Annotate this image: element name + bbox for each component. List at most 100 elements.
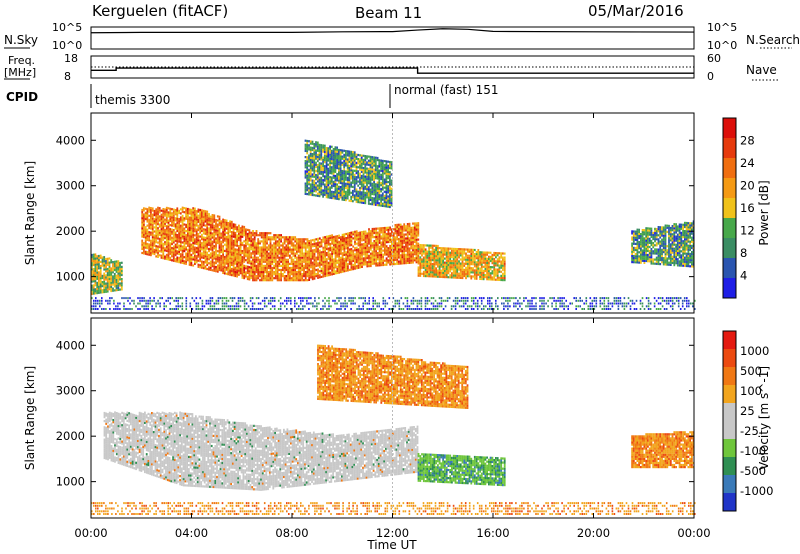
range-cell — [262, 232, 265, 235]
range-cell — [158, 219, 161, 222]
range-cell — [204, 253, 207, 256]
range-cell — [120, 269, 123, 273]
range-cell — [640, 243, 642, 246]
range-cell — [338, 261, 340, 264]
range-cell — [308, 179, 310, 182]
range-cell — [647, 260, 649, 263]
range-cell — [216, 219, 219, 222]
range-cell — [112, 265, 114, 268]
range-cell — [266, 264, 268, 267]
range-cell — [468, 262, 471, 266]
range-cell — [246, 257, 249, 260]
range-cell — [222, 239, 224, 242]
range-cell — [262, 238, 265, 241]
range-cell — [648, 241, 651, 244]
range-cell — [209, 248, 212, 251]
range-cell — [181, 210, 184, 213]
range-cell — [296, 250, 298, 253]
range-cell — [655, 248, 658, 251]
range-cell — [380, 231, 383, 234]
range-cell — [308, 270, 311, 273]
range-cell — [437, 253, 439, 256]
range-cell — [143, 215, 145, 218]
range-cell — [290, 250, 293, 253]
range-cell — [387, 226, 390, 229]
range-cell — [659, 234, 662, 237]
range-cell — [194, 215, 196, 218]
range-cell — [463, 250, 466, 253]
range-cell — [636, 259, 639, 262]
range-cell — [317, 270, 319, 273]
range-cell — [341, 252, 344, 255]
range-cell — [110, 285, 113, 288]
range-cell — [243, 234, 246, 237]
range-cell — [473, 269, 476, 272]
range-cell — [162, 234, 165, 237]
range-cell — [274, 238, 277, 241]
range-cell — [687, 244, 690, 247]
range-cell — [470, 275, 473, 278]
range-cell — [650, 248, 653, 251]
range-cell — [316, 180, 319, 183]
range-cell — [183, 235, 186, 238]
range-cell — [248, 274, 251, 277]
range-cell — [654, 236, 656, 239]
range-cell — [350, 250, 353, 253]
range-cell — [290, 266, 293, 270]
range-cell — [232, 239, 235, 242]
range-cell — [498, 268, 501, 271]
range-cell — [366, 265, 369, 268]
range-cell — [278, 268, 281, 272]
range-cell — [493, 260, 496, 263]
range-cell — [491, 258, 494, 261]
range-cell — [185, 242, 187, 245]
range-cell — [223, 272, 226, 275]
range-cell — [493, 268, 496, 271]
range-cell — [155, 247, 158, 250]
range-cell — [477, 261, 480, 264]
range-cell — [110, 273, 113, 276]
range-cell — [245, 230, 247, 233]
range-cell — [382, 263, 384, 267]
range-cell — [167, 237, 170, 241]
range-cell — [500, 266, 503, 269]
range-cell — [192, 235, 195, 238]
range-cell — [218, 252, 221, 255]
range-cell — [309, 148, 312, 151]
range-cell — [257, 248, 260, 251]
range-cell — [101, 256, 104, 259]
range-cell — [438, 257, 441, 260]
range-cell — [424, 250, 427, 253]
range-cell — [682, 258, 684, 261]
range-cell — [310, 260, 312, 263]
range-cell — [435, 261, 437, 264]
range-cell — [641, 255, 644, 258]
range-cell — [192, 219, 195, 222]
range-cell — [297, 260, 300, 263]
range-cell — [355, 242, 358, 245]
range-cell — [666, 251, 669, 254]
range-cell — [412, 251, 414, 254]
range-cell — [94, 280, 97, 283]
range-cell — [479, 269, 481, 272]
range-cell — [211, 222, 214, 225]
range-cell — [287, 252, 289, 255]
range-cell — [673, 255, 676, 258]
range-cell — [239, 249, 242, 252]
range-cell — [373, 229, 376, 232]
range-cell — [456, 272, 459, 275]
range-cell — [171, 220, 173, 223]
range-cell — [320, 269, 323, 272]
range-cell — [222, 265, 224, 268]
range-cell — [306, 279, 309, 282]
range-cell — [301, 260, 304, 263]
range-cell — [229, 222, 231, 225]
range-cell — [253, 252, 256, 255]
range-cell — [325, 268, 328, 271]
range-cell — [160, 217, 163, 220]
range-cell — [108, 281, 111, 285]
range-cell — [645, 259, 648, 263]
range-cell — [664, 238, 667, 241]
range-cell — [340, 248, 342, 251]
range-cell — [371, 250, 374, 253]
